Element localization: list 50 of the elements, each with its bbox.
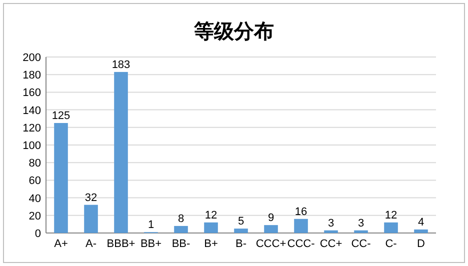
x-tick-label: CC- [351, 238, 372, 250]
x-tick-label: BB- [172, 238, 190, 250]
y-tick-label: 60 [28, 175, 41, 188]
y-tick-label: 180 [22, 70, 41, 82]
x-tick-label: B- [236, 238, 247, 250]
bar [264, 225, 278, 233]
data-label: 16 [294, 206, 308, 218]
x-tick-label: CCC- [287, 238, 316, 250]
bar [384, 222, 398, 233]
data-label: 3 [358, 217, 364, 230]
data-label: 12 [204, 209, 218, 222]
y-tick-label: 160 [22, 87, 41, 100]
data-label: 125 [52, 110, 70, 122]
bar [414, 229, 428, 233]
y-tick-label: 40 [28, 192, 41, 205]
y-tick-label: 200 [22, 52, 41, 64]
x-tick-label: A- [86, 238, 97, 250]
y-tick-label: 20 [28, 210, 41, 222]
bar [294, 218, 308, 233]
bar [324, 230, 338, 233]
data-label: 8 [178, 212, 184, 225]
x-tick-label: C- [385, 238, 398, 250]
data-label: 9 [268, 212, 274, 224]
bar [234, 228, 248, 233]
x-tick-label: BB+ [140, 238, 162, 250]
y-tick-label: 120 [22, 122, 41, 134]
data-label: 1 [148, 219, 154, 232]
bar [204, 222, 218, 233]
x-tick-label: CC+ [320, 238, 342, 250]
y-tick-label: 140 [22, 104, 41, 117]
bar [84, 204, 98, 233]
bar [54, 123, 68, 233]
bar [174, 226, 188, 233]
x-tick-label: A+ [54, 238, 68, 250]
y-tick-label: 0 [34, 228, 41, 240]
x-tick-label: D [417, 238, 426, 250]
data-label: 5 [238, 216, 244, 228]
y-tick-label: 80 [28, 158, 41, 170]
bar [114, 72, 128, 233]
bar [354, 230, 368, 233]
x-tick-label: B+ [204, 238, 218, 250]
chart-title: 等级分布 [193, 21, 274, 43]
data-label: 12 [384, 209, 398, 222]
x-tick-label: CCC+ [256, 238, 286, 250]
y-tick-label: 100 [22, 140, 41, 152]
data-label: 183 [112, 58, 130, 71]
data-label: 32 [84, 192, 98, 204]
data-label: 4 [418, 216, 424, 228]
data-label: 3 [328, 217, 334, 230]
x-tick-label: BBB+ [106, 238, 136, 250]
